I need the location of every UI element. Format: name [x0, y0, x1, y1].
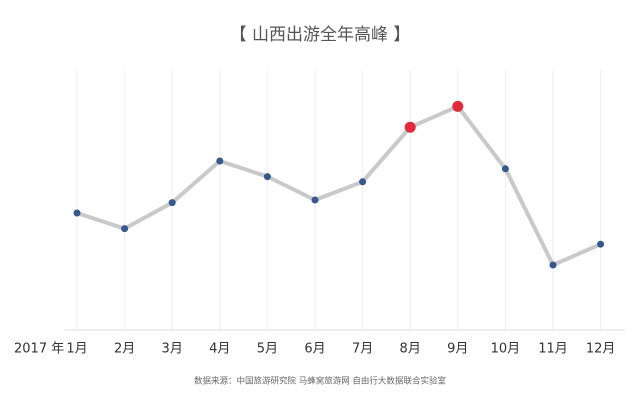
x-tick-label: 6月 — [304, 342, 325, 357]
x-tick-label: 9月 — [447, 342, 468, 357]
x-tick-label: 3月 — [162, 342, 183, 357]
x-tick-label: 11月 — [538, 342, 568, 357]
x-tick-label: 8月 — [400, 342, 421, 357]
chart-title: 【 山西出游全年高峰 】 — [230, 25, 411, 45]
data-point — [311, 196, 319, 204]
x-tick-label: 12月 — [586, 342, 616, 357]
data-point — [404, 121, 416, 133]
x-tick-label: 1月 — [66, 342, 87, 357]
x-tick-label: 5月 — [257, 342, 278, 357]
data-point — [501, 165, 509, 173]
data-point — [549, 261, 557, 269]
data-point — [359, 178, 367, 186]
data-point — [121, 225, 129, 233]
data-point — [597, 240, 605, 248]
data-point — [216, 157, 224, 165]
x-tick-label: 7月 — [352, 342, 373, 357]
x-tick-label: 10月 — [491, 342, 521, 357]
x-tick-label: 2月 — [114, 342, 135, 357]
data-point — [168, 199, 176, 207]
data-point — [452, 100, 464, 112]
data-point — [73, 209, 81, 217]
source-note: 数据来源：中国旅游研究院 马蜂窝旅游网 自由行大数据联合实验室 — [194, 376, 446, 387]
x-tick-label: 4月 — [209, 342, 230, 357]
data-point — [263, 173, 271, 181]
line — [76, 104, 602, 267]
x-axis-label: 2017 年 — [14, 342, 64, 357]
